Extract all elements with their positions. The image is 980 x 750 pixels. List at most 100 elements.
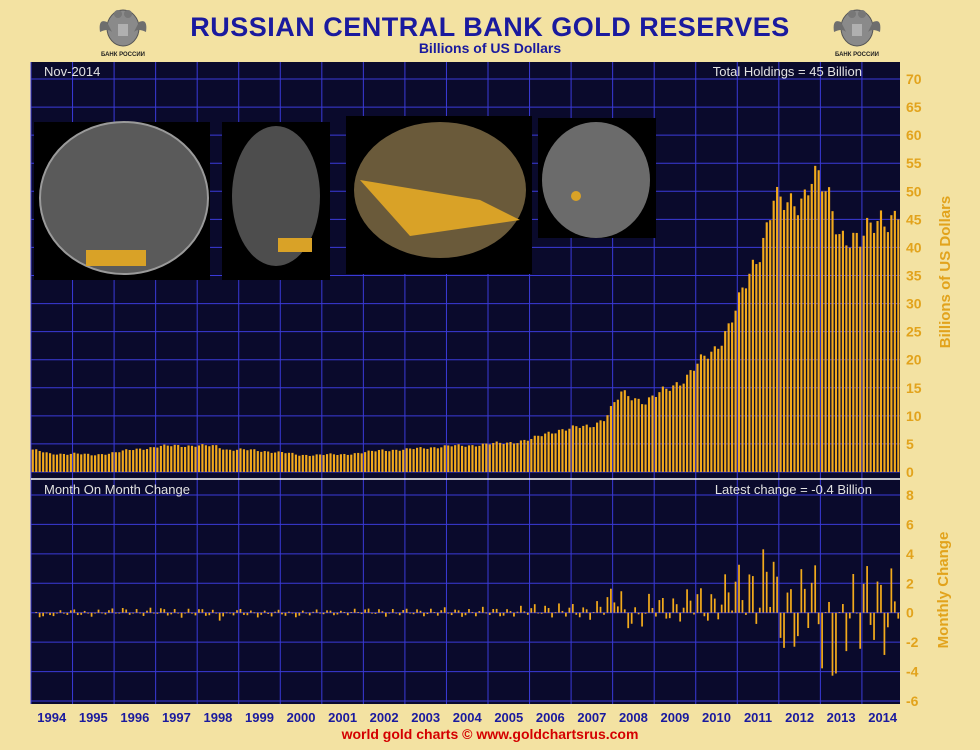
change-bar <box>454 609 456 613</box>
holdings-bar <box>769 220 772 472</box>
x-tick-label: 2004 <box>453 710 483 725</box>
holdings-bar <box>440 447 443 472</box>
change-bar <box>388 612 391 614</box>
change-bar <box>346 612 349 616</box>
holdings-bar <box>204 445 207 472</box>
holdings-bar <box>727 323 730 472</box>
holdings-bar <box>374 451 377 472</box>
change-bar <box>779 612 782 638</box>
change-bar <box>554 612 557 614</box>
holdings-bar <box>274 452 277 472</box>
chart-header: БАНК РОССИИ БАНК РОССИИ RUSSIAN CENTRAL … <box>0 0 980 62</box>
change-bar <box>249 610 252 613</box>
change-bar <box>481 606 484 613</box>
change-bar <box>634 607 637 613</box>
change-bar <box>551 612 553 618</box>
photo-2 <box>232 126 320 266</box>
change-bar <box>835 612 837 674</box>
change-bar <box>533 604 536 613</box>
holdings-bar <box>350 454 353 472</box>
holdings-bar <box>170 446 173 472</box>
change-bar <box>52 612 55 617</box>
x-tick-label: 2005 <box>494 710 523 725</box>
holdings-bar <box>557 429 561 472</box>
holdings-bar <box>132 450 135 472</box>
change-bar <box>651 608 654 613</box>
holdings-bar <box>679 385 682 472</box>
change-bar <box>66 612 69 615</box>
change-bar <box>326 610 328 613</box>
holdings-bar <box>817 170 820 472</box>
holdings-y-axis-label: Billions of US Dollars <box>937 196 954 349</box>
holdings-bar <box>713 346 716 472</box>
holdings-bar <box>530 438 533 472</box>
change-bar <box>329 610 332 613</box>
change-bar <box>561 610 564 613</box>
change-bar <box>592 611 595 613</box>
holdings-bar <box>128 449 131 472</box>
holdings-bar <box>429 447 432 472</box>
photo-collage <box>34 116 656 280</box>
holdings-bar <box>412 449 415 472</box>
change-bar <box>499 612 501 617</box>
holdings-bar <box>838 234 841 472</box>
holdings-bar <box>159 445 162 472</box>
y-tick-label: 65 <box>906 99 922 115</box>
change-bar <box>111 608 114 613</box>
change-bar <box>253 612 256 614</box>
change-bar <box>288 611 290 613</box>
change-bar <box>776 576 778 613</box>
change-bar <box>578 612 581 618</box>
change-bar <box>225 612 228 614</box>
change-bar <box>42 612 44 617</box>
change-bar <box>180 612 183 618</box>
change-bar <box>412 612 415 615</box>
holdings-bar <box>893 210 896 472</box>
holdings-bar <box>111 452 114 472</box>
change-bar <box>457 610 460 613</box>
holdings-bar <box>696 363 699 472</box>
change-bar <box>724 574 727 613</box>
total-holdings-annotation: Total Holdings = 45 Billion <box>713 64 862 79</box>
change-bar <box>378 609 380 613</box>
holdings-bar <box>779 196 782 472</box>
holdings-bar <box>737 292 741 472</box>
holdings-bar <box>793 206 796 472</box>
change-bar <box>430 608 432 613</box>
holdings-bar <box>506 442 509 472</box>
holdings-bar <box>481 443 484 472</box>
holdings-bar <box>634 398 637 472</box>
change-bar <box>69 610 72 613</box>
holdings-bar <box>232 450 235 472</box>
change-bar <box>298 612 301 616</box>
holdings-bar <box>197 445 201 472</box>
holdings-bar <box>544 433 547 472</box>
change-bar <box>540 612 543 614</box>
holdings-bar <box>772 200 775 472</box>
change-bar <box>416 609 418 613</box>
holdings-bar <box>724 331 727 472</box>
change-bar <box>156 612 159 614</box>
change-bar <box>765 571 768 613</box>
holdings-bar <box>391 449 394 472</box>
change-bar <box>547 608 550 613</box>
chart-title: RUSSIAN CENTRAL BANK GOLD RESERVES <box>190 12 790 42</box>
change-bar <box>294 612 297 618</box>
change-bar <box>45 612 48 614</box>
holdings-bar <box>235 449 239 472</box>
change-bar <box>717 612 720 620</box>
change-bar <box>488 612 491 615</box>
holdings-bar <box>492 442 495 472</box>
change-bar <box>447 612 450 614</box>
bank-of-russia-emblem-left: БАНК РОССИИ <box>94 4 152 60</box>
change-bar <box>87 612 89 614</box>
change-bar <box>409 612 411 614</box>
holdings-bar <box>325 454 329 472</box>
change-bar <box>291 612 294 614</box>
holdings-bar <box>364 452 367 472</box>
change-bar <box>620 591 623 613</box>
change-bar <box>76 612 79 616</box>
change-bar <box>83 610 86 613</box>
holdings-bar <box>222 449 225 472</box>
change-bar <box>544 605 546 613</box>
